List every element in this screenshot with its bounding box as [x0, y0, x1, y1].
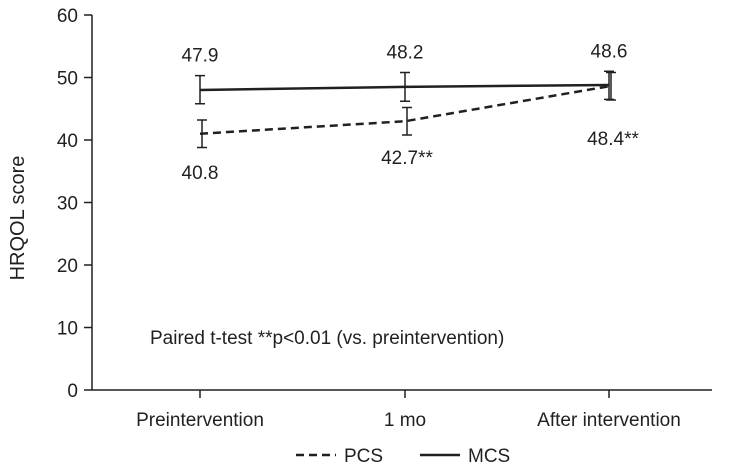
- data-label-pcs: 42.7**: [381, 148, 433, 169]
- legend-item-mcs: MCS: [420, 446, 510, 467]
- x-tick-label: After intervention: [537, 410, 681, 431]
- data-label-mcs: 48.6: [591, 41, 628, 62]
- chart-series: [195, 70, 616, 149]
- data-label-mcs: 47.9: [182, 46, 219, 67]
- data-label-pcs: 48.4**: [587, 129, 639, 150]
- legend-label-pcs: PCS: [344, 446, 383, 467]
- chart-legend: PCS MCS: [296, 446, 510, 467]
- chart-axes: 0 10 20 30 40 50 60 Preintervention 1 mo After in…: [57, 6, 712, 431]
- series-pcs: [197, 71, 616, 149]
- legend-label-mcs: MCS: [468, 446, 510, 467]
- y-axis-title: HRQOL score: [7, 156, 29, 281]
- y-tick-label: 50: [57, 69, 78, 90]
- y-tick-label: 10: [57, 319, 78, 340]
- y-tick-label: 40: [57, 131, 78, 152]
- y-tick-label: 30: [57, 194, 78, 215]
- series-mcs: [195, 70, 614, 105]
- significance-note: Paired t-test **p<0.01 (vs. preintervent…: [150, 328, 504, 349]
- y-tick-label: 0: [67, 381, 78, 402]
- chart-data-labels: 47.9 48.2 48.6 40.8 42.7** 48.4**: [182, 41, 640, 184]
- data-label-mcs: 48.2: [387, 43, 424, 64]
- legend-item-pcs: PCS: [296, 446, 383, 467]
- x-tick-label: 1 mo: [384, 410, 426, 431]
- x-tick-label: Preintervention: [136, 410, 264, 431]
- y-tick-label: 20: [57, 256, 78, 277]
- series-line-pcs: [199, 85, 610, 135]
- data-label-pcs: 40.8: [182, 163, 219, 184]
- y-tick-label: 60: [57, 6, 78, 27]
